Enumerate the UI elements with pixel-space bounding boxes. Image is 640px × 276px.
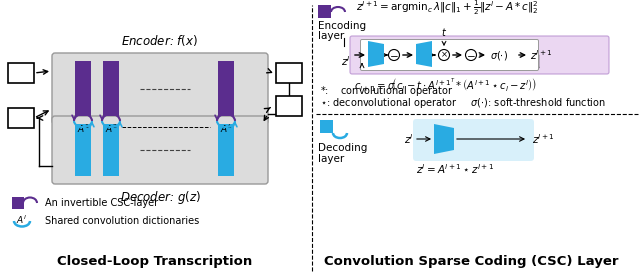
Polygon shape xyxy=(434,124,454,154)
Bar xyxy=(276,63,302,83)
Text: $\hat{z}$: $\hat{z}$ xyxy=(285,98,293,114)
Text: Decoding: Decoding xyxy=(318,143,367,153)
Text: $-$: $-$ xyxy=(389,50,399,60)
Text: $\star$: deconvolutional operator     $\sigma(\cdot)$: soft-threshold function: $\star$: deconvolutional operator $\sigm… xyxy=(320,96,606,110)
Text: $z^{l+1} = \mathrm{argmin}_c \,\lambda\|c\|_1 + \frac{1}{2}\|z^l - A*c\|_2^2$: $z^{l+1} = \mathrm{argmin}_c \,\lambda\|… xyxy=(356,0,539,17)
Text: Shared convolution dictionaries: Shared convolution dictionaries xyxy=(45,216,199,226)
FancyBboxPatch shape xyxy=(413,119,534,161)
Text: Convolution Sparse Coding (CSC) Layer: Convolution Sparse Coding (CSC) Layer xyxy=(324,255,618,268)
FancyBboxPatch shape xyxy=(52,53,268,124)
Bar xyxy=(276,96,302,116)
Text: $t$: $t$ xyxy=(441,26,447,38)
Text: $A^1$: $A^1$ xyxy=(77,123,90,136)
Polygon shape xyxy=(368,41,384,67)
Text: $\times$: $\times$ xyxy=(440,50,448,60)
Text: $x$: $x$ xyxy=(16,67,26,79)
FancyBboxPatch shape xyxy=(360,39,538,70)
Text: Closed-Loop Transcription: Closed-Loop Transcription xyxy=(58,255,253,268)
Bar xyxy=(8,108,34,128)
Text: Encoding: Encoding xyxy=(318,21,366,31)
Text: Encoder: $f(x)$: Encoder: $f(x)$ xyxy=(122,33,198,48)
Text: $z^{l+1}$: $z^{l+1}$ xyxy=(532,132,555,146)
Bar xyxy=(8,63,34,83)
Bar xyxy=(218,124,234,176)
Bar xyxy=(318,5,331,18)
Text: $z^{l+1}$: $z^{l+1}$ xyxy=(530,48,553,62)
Polygon shape xyxy=(416,41,432,67)
Text: $c_{l+1} = \sigma\!\left(c_l - t \cdot A^{l+1^T} * \left(A^{l+1} \star c_l - z^l: $c_{l+1} = \sigma\!\left(c_l - t \cdot A… xyxy=(354,76,537,93)
Text: An invertible CSC-layer: An invertible CSC-layer xyxy=(45,198,158,208)
Text: $A^L$: $A^L$ xyxy=(220,123,232,136)
Text: layer: layer xyxy=(318,31,344,41)
Text: Decoder: $g(z)$: Decoder: $g(z)$ xyxy=(120,189,200,206)
Text: $A^l$: $A^l$ xyxy=(17,214,28,226)
Text: $z^l$: $z^l$ xyxy=(404,132,414,146)
Bar xyxy=(75,61,91,116)
Text: $\sigma(\cdot)$: $\sigma(\cdot)$ xyxy=(490,49,508,62)
Text: $A^2$: $A^2$ xyxy=(104,123,117,136)
Bar xyxy=(103,124,119,176)
Circle shape xyxy=(465,49,477,60)
Text: $z$: $z$ xyxy=(285,67,293,79)
Text: $\hat{x}$: $\hat{x}$ xyxy=(16,110,26,126)
Circle shape xyxy=(388,49,399,60)
Circle shape xyxy=(438,49,449,60)
Text: layer: layer xyxy=(318,154,344,164)
Text: $z^l = A^{l+1} \star z^{l+1}$: $z^l = A^{l+1} \star z^{l+1}$ xyxy=(416,162,494,176)
Bar xyxy=(320,120,333,133)
FancyBboxPatch shape xyxy=(350,36,609,74)
Bar xyxy=(218,61,234,116)
Text: $*$:    convolutional operator: $*$: convolutional operator xyxy=(320,84,453,98)
FancyBboxPatch shape xyxy=(52,116,268,184)
Text: $z^l$: $z^l$ xyxy=(341,54,351,68)
Bar xyxy=(12,197,24,209)
Bar xyxy=(75,124,91,176)
Text: $-$: $-$ xyxy=(466,50,476,60)
Bar xyxy=(103,61,119,116)
